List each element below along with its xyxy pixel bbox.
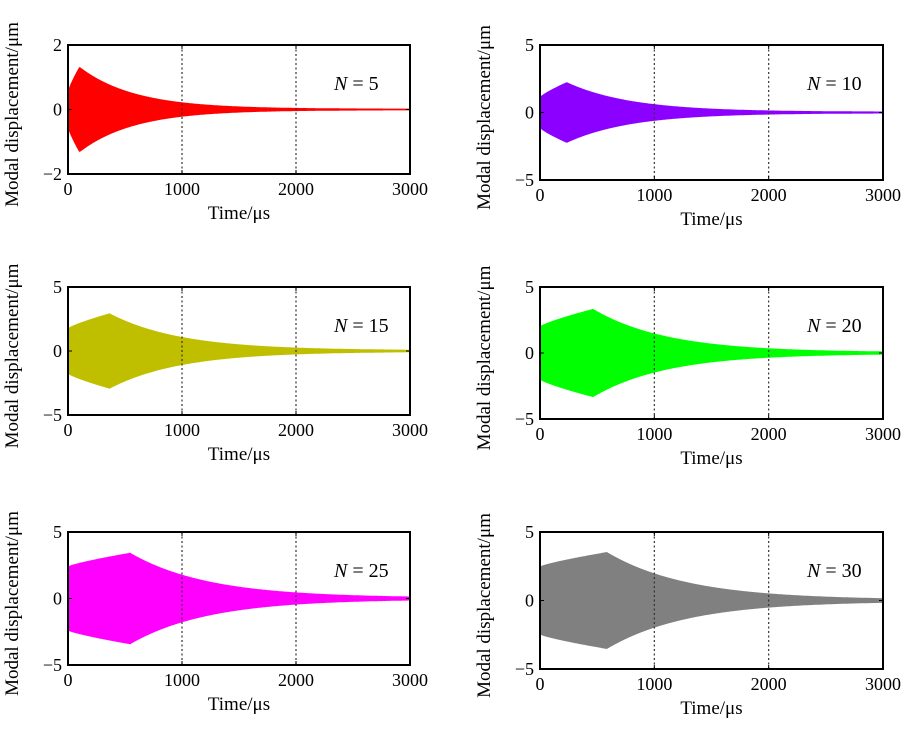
panel-label: N = 5 [333,73,379,95]
x-axis-label: Time/μs [680,448,742,469]
x-tick-label: 0 [536,674,545,694]
y-axis-label: Modal displacement/μm [474,513,495,698]
x-tick-label: 3000 [392,179,428,199]
y-tick-label: 0 [525,591,534,611]
panel-label: N = 30 [806,560,862,582]
x-tick-label: 0 [64,670,73,690]
signal-envelope [68,67,410,152]
y-tick-label: 5 [53,277,62,297]
y-tick-label: 5 [525,35,534,55]
x-tick-label: 0 [536,185,545,205]
y-tick-label: 5 [525,277,534,297]
y-tick-label: 0 [53,100,62,120]
y-tick-label: −5 [43,405,62,425]
panel-label: N = 20 [806,315,862,337]
y-tick-label: 0 [525,343,534,363]
y-tick-label: 5 [525,522,534,542]
panel-label: N = 10 [806,73,862,95]
y-tick-label: 2 [53,35,62,55]
x-tick-label: 1000 [636,185,672,205]
x-tick-label: 1000 [164,420,200,440]
x-tick-label: 2000 [751,424,787,444]
x-axis-label: Time/μs [208,203,270,224]
y-tick-label: 5 [53,522,62,542]
x-axis-label: Time/μs [208,694,270,715]
y-axis-label: Modal displacement/μm [474,265,495,450]
y-tick-label: 0 [53,341,62,361]
x-tick-label: 0 [64,420,73,440]
y-tick-label: 0 [53,589,62,609]
x-tick-label: 2000 [278,179,314,199]
panel-label: N = 25 [333,560,389,582]
x-tick-label: 3000 [392,420,428,440]
y-axis-label: Modal displacement/μm [2,263,23,448]
y-axis-label: Modal displacement/μm [474,25,495,210]
y-axis-label: Modal displacement/μm [2,511,23,696]
x-axis-label: Time/μs [208,444,270,465]
x-tick-label: 1000 [164,179,200,199]
x-axis-label: Time/μs [680,698,742,719]
y-tick-label: −5 [43,655,62,675]
y-tick-label: −2 [43,164,62,184]
x-tick-label: 3000 [392,670,428,690]
x-tick-label: 2000 [751,185,787,205]
y-axis-label: Modal displacement/μm [2,22,23,207]
x-tick-label: 0 [536,424,545,444]
x-tick-label: 3000 [865,674,901,694]
x-tick-label: 1000 [636,674,672,694]
y-tick-label: −5 [515,409,534,429]
x-tick-label: 1000 [636,424,672,444]
x-tick-label: 3000 [865,185,901,205]
x-tick-label: 2000 [278,420,314,440]
y-tick-label: −5 [515,659,534,679]
x-axis-label: Time/μs [680,209,742,230]
panel-label: N = 15 [333,315,389,337]
x-tick-label: 3000 [865,424,901,444]
x-tick-label: 0 [64,179,73,199]
x-tick-label: 1000 [164,670,200,690]
x-tick-label: 2000 [278,670,314,690]
x-tick-label: 2000 [751,674,787,694]
y-tick-label: 0 [525,103,534,123]
y-tick-label: −5 [515,170,534,190]
